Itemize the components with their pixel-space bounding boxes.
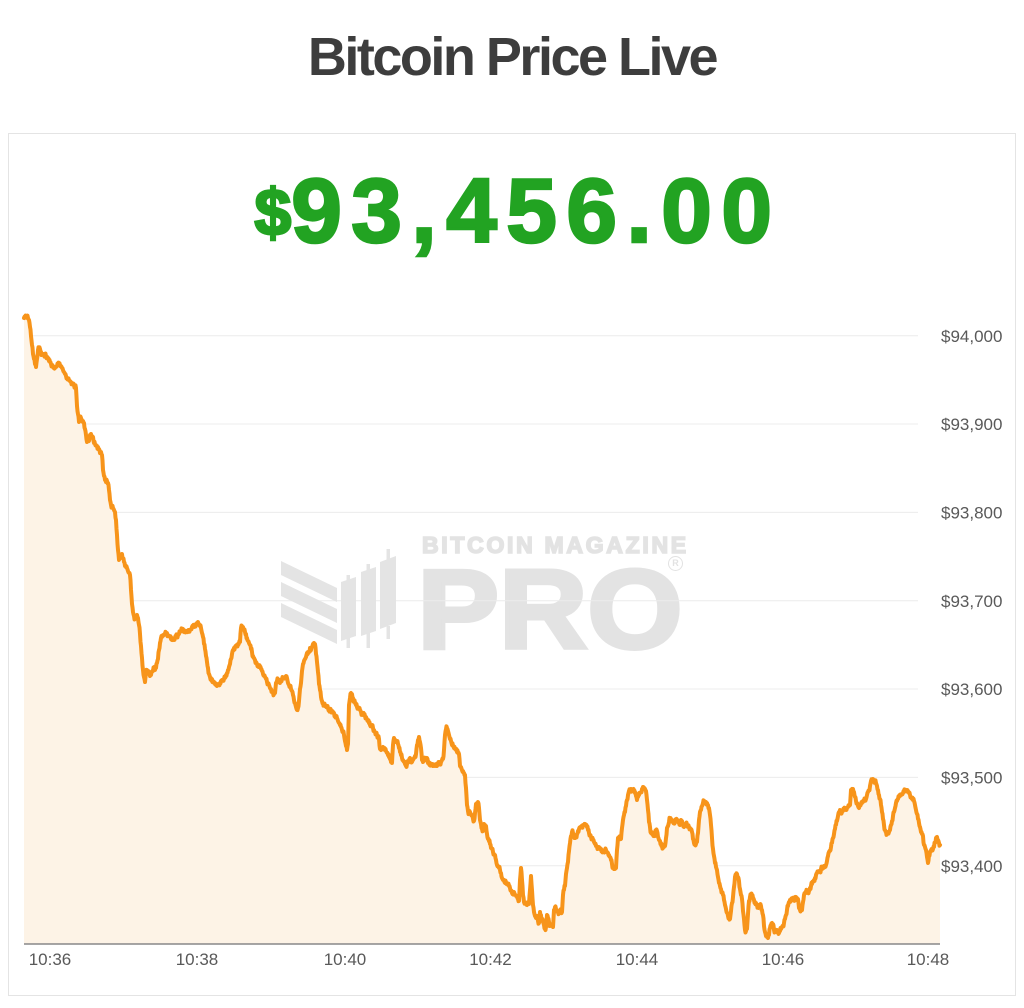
svg-text:$93,400: $93,400	[941, 857, 1002, 876]
svg-text:$94,000: $94,000	[941, 327, 1002, 346]
svg-text:10:46: 10:46	[762, 950, 805, 969]
svg-text:10:38: 10:38	[176, 950, 219, 969]
svg-text:$93,800: $93,800	[941, 504, 1002, 523]
svg-text:10:44: 10:44	[616, 950, 659, 969]
svg-text:10:40: 10:40	[324, 950, 367, 969]
svg-text:$93,500: $93,500	[941, 769, 1002, 788]
svg-text:$93,900: $93,900	[941, 415, 1002, 434]
svg-text:$93,700: $93,700	[941, 592, 1002, 611]
svg-text:$93,600: $93,600	[941, 680, 1002, 699]
svg-text:10:36: 10:36	[29, 950, 72, 969]
svg-text:10:48: 10:48	[907, 950, 950, 969]
svg-text:10:42: 10:42	[469, 950, 512, 969]
